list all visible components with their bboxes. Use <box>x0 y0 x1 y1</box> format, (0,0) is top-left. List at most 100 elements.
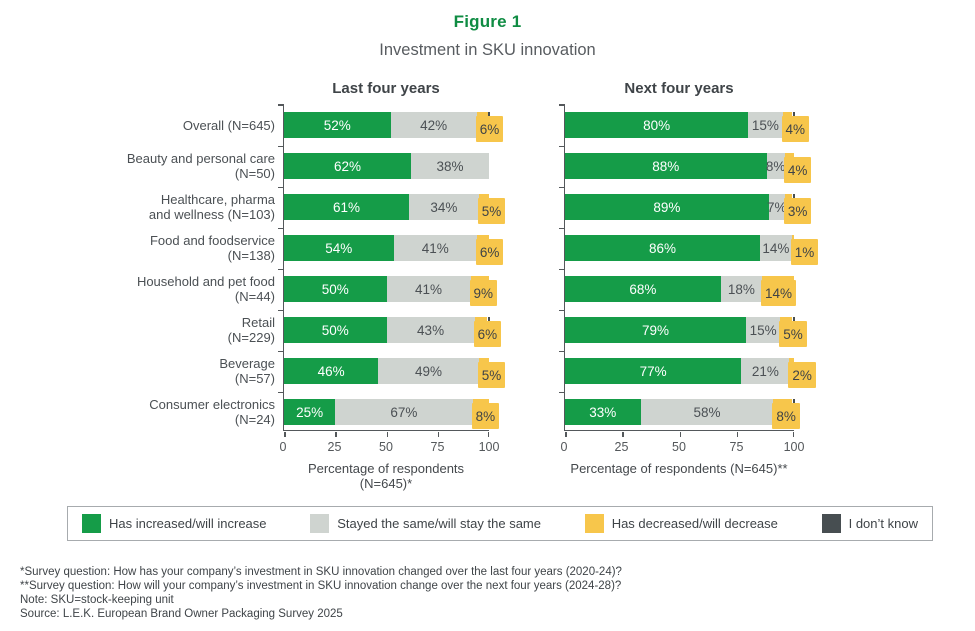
bar-label-same: 34% <box>430 199 458 215</box>
x-axis-tick <box>736 432 739 437</box>
category-label-line: Beverage <box>219 356 275 371</box>
bar-label-increase: 86% <box>648 240 677 256</box>
bar-segment-increase: 25% <box>284 399 336 425</box>
x-axis-tick-label: 75 <box>430 440 445 454</box>
x-axis-tick-label: 0 <box>560 440 568 454</box>
category-label-line: Healthcare, pharma <box>160 192 275 207</box>
bar-segment-same: 43% <box>386 317 475 343</box>
bar-segment-increase: 88% <box>565 153 767 179</box>
bar-label-decrease-tag: 5% <box>477 198 506 224</box>
legend-label: Stayed the same/will stay the same <box>337 516 541 531</box>
y-axis-tick <box>559 104 564 106</box>
chart-last-four-years: Last four years 52% 42% 6% 62% 38% 61% 34% 5% 54… <box>278 80 506 491</box>
bar-segment-increase: 50% <box>284 276 387 302</box>
category-label: Beauty and personal care (N=50) <box>0 151 275 181</box>
y-axis-tick <box>559 268 564 270</box>
bar-label-decrease-tag: 14% <box>760 280 796 306</box>
legend-item: Has increased/will increase <box>82 514 267 533</box>
x-axis-title-last: Percentage of respondents (N=645)* <box>307 461 465 491</box>
bar-segment-increase: 54% <box>284 235 394 261</box>
x-axis-tick <box>565 432 567 437</box>
category-label-line: Food and foodservice <box>149 233 275 248</box>
bar-segment-increase: 33% <box>565 399 641 425</box>
bar-label-decrease-tag: 6% <box>473 321 502 347</box>
y-axis-tick <box>278 268 283 270</box>
x-axis-tick-label: 25 <box>614 440 629 454</box>
y-axis-tick <box>278 309 283 311</box>
same-swatch-icon <box>310 514 330 533</box>
y-axis-tick <box>559 227 564 229</box>
category-label-line: Overall (N=645) <box>182 117 275 133</box>
category-label-line: (N=57) <box>234 371 275 386</box>
bar-segment-same: 14% <box>760 235 792 261</box>
bar-segment-same: 41% <box>393 235 477 261</box>
x-axis-tick-label: 100 <box>783 440 805 454</box>
increase-swatch-icon <box>82 514 101 533</box>
y-axis-tick <box>278 186 283 188</box>
bar-label-increase: 68% <box>629 281 657 297</box>
bar-segment-same: 41% <box>386 276 471 302</box>
bar-segment-increase: 79% <box>565 317 746 343</box>
figure-subtitle: Investment in SKU innovation <box>379 41 596 59</box>
bar-label-same: 14% <box>762 240 790 256</box>
bar-segment-decrease: 5% <box>477 194 506 224</box>
chart-next-four-years: Next four years 80% 15% 4% 88% 8% 4% 89% 7% 3% 86… <box>559 80 819 491</box>
bar-label-increase: 54% <box>325 240 353 256</box>
bar-label-decrease-tag: 6% <box>475 239 504 265</box>
bar-segment-decrease: 8% <box>772 399 800 429</box>
category-label-line: Retail <box>241 315 275 330</box>
figure-title: Figure 1 <box>453 12 522 31</box>
bar-row: 50% 41% 9% <box>284 276 498 306</box>
bar-segment-same: 34% <box>409 194 479 220</box>
bar-segment-increase: 80% <box>565 112 749 138</box>
bar-label-increase: 61% <box>333 199 361 215</box>
bar-segment-same: 8% <box>766 153 785 179</box>
bar-row: 88% 8% 4% <box>565 153 812 183</box>
bar-label-decrease-tag: 5% <box>779 321 807 347</box>
x-axis-tick-label: 0 <box>279 440 287 454</box>
bar-segment-same: 21% <box>741 358 790 384</box>
bar-label-decrease-tag: 4% <box>783 157 812 183</box>
y-axis-tick <box>559 350 564 352</box>
legend-box: Has increased/will increase Stayed the sa… <box>67 506 933 541</box>
bar-label-increase: 50% <box>321 281 349 297</box>
legend-item: I don’t know <box>821 514 918 533</box>
bar-label-increase: 79% <box>641 322 669 338</box>
bar-label-same: 18% <box>727 281 755 297</box>
bar-row: 79% 15% 5% <box>565 317 807 347</box>
bar-segment-decrease: 5% <box>779 317 807 347</box>
bar-label-same: 41% <box>421 240 449 256</box>
bar-segment-decrease: 9% <box>469 276 498 306</box>
legend-item: Has decreased/will decrease <box>584 514 778 533</box>
bar-segment-decrease: 6% <box>475 235 504 265</box>
x-axis-tick-label: 50 <box>379 440 393 454</box>
plot-last: 52% 42% 6% 62% 38% 61% 34% 5% 54% 41% 6% 50% 41% 9% 50… <box>278 104 506 437</box>
legend-label: I don’t know <box>848 516 918 531</box>
x-axis-tick <box>679 432 681 437</box>
bar-label-same: 43% <box>417 322 445 338</box>
bar-label-decrease-tag: 1% <box>790 239 819 265</box>
plot-next: 80% 15% 4% 88% 8% 4% 89% 7% 3% 86% 14% 1% 68% 18% 14% 7… <box>559 104 819 437</box>
y-axis-tick <box>559 391 564 393</box>
x-axis-tick <box>386 432 388 437</box>
bar-label-same: 49% <box>415 363 443 379</box>
y-axis-tick <box>278 350 283 352</box>
bar-row: 89% 7% 3% <box>565 194 812 224</box>
bar-label-increase: 46% <box>317 363 345 379</box>
y-axis-tick <box>559 186 564 188</box>
bar-segment-increase: 46% <box>284 358 379 384</box>
bar-row: 50% 43% 6% <box>284 317 502 347</box>
y-axis-tick <box>278 104 283 106</box>
bar-label-increase: 52% <box>323 117 351 133</box>
category-label: Healthcare, pharma and wellness (N=103) <box>0 192 275 222</box>
x-axis-tick <box>487 432 489 437</box>
x-axis-tick <box>622 432 624 437</box>
y-axis-tick <box>559 309 564 311</box>
bar-segment-decrease: 8% <box>471 399 500 429</box>
x-axis-tick-label: 75 <box>729 440 744 454</box>
bar-segment-decrease: 3% <box>783 194 812 224</box>
bar-segment-same: 15% <box>748 112 783 138</box>
bar-segment-increase: 77% <box>565 358 742 384</box>
bar-segment-decrease: 4% <box>781 112 810 142</box>
